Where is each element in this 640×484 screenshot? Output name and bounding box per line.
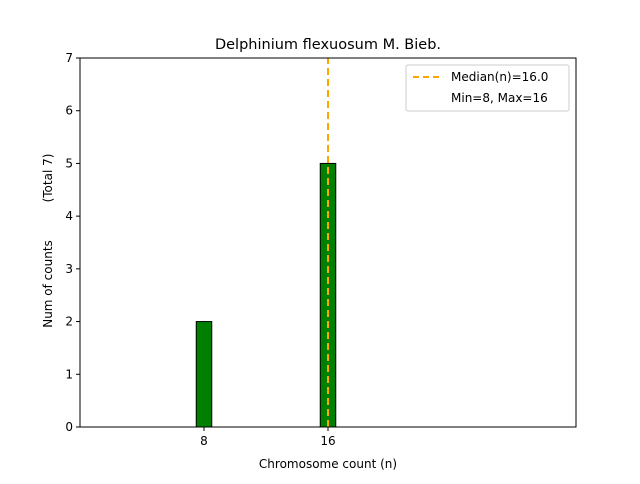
x-tick-label: 8	[200, 434, 208, 448]
y-tick-label: 2	[65, 315, 73, 329]
legend-frame	[405, 64, 570, 112]
legend-median-label: Median(n)=16.0	[451, 70, 548, 84]
x-tick-label: 16	[320, 434, 335, 448]
bar	[195, 321, 213, 428]
y-tick-label: 1	[65, 367, 73, 381]
legend: Median(n)=16.0 Min=8, Max=16	[405, 64, 570, 112]
chart-title: Delphinium flexuosum M. Bieb.	[215, 37, 441, 53]
y-tick-label: 6	[65, 104, 73, 118]
y-tick-label: 7	[65, 51, 73, 65]
y-tick-label: 5	[65, 156, 73, 170]
x-axis-label: Chromosome count (n)	[259, 457, 397, 471]
y-axis-total-label: (Total 7)	[41, 154, 55, 203]
legend-minmax-label: Min=8, Max=16	[451, 91, 548, 105]
y-tick-label: 0	[65, 420, 73, 434]
y-tick-label: 4	[65, 209, 73, 223]
y-axis-label: Num of counts	[41, 240, 55, 328]
y-tick-label: 3	[65, 262, 73, 276]
